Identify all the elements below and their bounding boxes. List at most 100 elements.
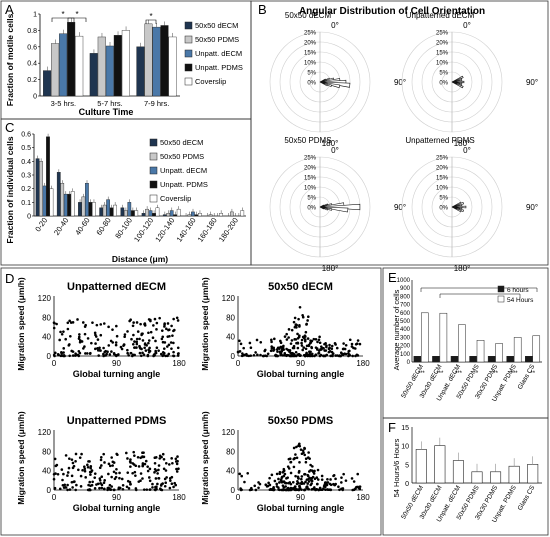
scatter-point xyxy=(165,461,168,465)
scatter-point xyxy=(60,468,64,471)
polar-ring-label: 15% xyxy=(436,51,449,57)
x-tick-label: 0-20 xyxy=(33,216,49,233)
scatter-point xyxy=(103,479,106,482)
polar-ring-label: 0% xyxy=(439,206,448,212)
scatter-point xyxy=(97,354,101,357)
y-tick-label: 0.8 xyxy=(27,28,37,35)
scatter-point xyxy=(296,332,299,336)
scatter-point xyxy=(292,320,296,324)
scatter-point xyxy=(172,317,175,321)
scatter-point xyxy=(100,464,103,467)
scatter-point xyxy=(287,488,291,492)
x-tick-label: 0 xyxy=(236,359,241,368)
legend-label: 50x50 dECM xyxy=(195,21,238,30)
scatter-point xyxy=(109,488,113,491)
y-tick-label: 0.4 xyxy=(27,61,37,68)
scatter-point xyxy=(95,323,99,327)
x-tick-label: 0 xyxy=(52,493,57,502)
bar xyxy=(43,70,52,97)
scatter-point xyxy=(326,488,330,492)
scatter-point xyxy=(107,325,110,329)
scatter-point xyxy=(297,317,300,321)
scatter-point xyxy=(283,351,287,355)
panel-f-letter: F xyxy=(388,420,396,435)
scatter-point xyxy=(160,337,164,341)
scatter-point xyxy=(337,485,340,489)
y-tick-label: 0.2 xyxy=(27,77,37,84)
scatter-point xyxy=(68,488,72,491)
scatter-point xyxy=(310,346,314,350)
bar xyxy=(152,213,156,217)
polar-ring-label: 25% xyxy=(304,156,317,162)
panel-c-letter: C xyxy=(5,120,14,135)
scatter-point xyxy=(121,483,125,487)
polar-wedge xyxy=(451,81,464,89)
x-tick-label: 180 xyxy=(172,493,186,502)
scatter-point xyxy=(133,470,137,474)
scatter-point xyxy=(88,488,91,491)
scatter-point xyxy=(300,475,304,478)
scatter-point xyxy=(300,344,304,347)
scatter-point xyxy=(167,343,171,347)
bar xyxy=(487,356,496,363)
scatter-point xyxy=(165,476,168,479)
scatter-point xyxy=(116,353,119,357)
bar xyxy=(123,210,128,217)
bar xyxy=(198,213,202,217)
scatter-point xyxy=(94,342,97,345)
scatter-point xyxy=(176,455,179,458)
scatter-point xyxy=(307,354,311,358)
scatter-point xyxy=(142,488,146,491)
scatter-point xyxy=(74,452,78,456)
scatter-point xyxy=(89,466,92,470)
scatter-point xyxy=(107,344,111,347)
polar-wedge xyxy=(319,206,325,210)
scatter-point xyxy=(308,457,311,460)
bar xyxy=(97,36,106,97)
scatter-title: 50x50 dECM xyxy=(268,281,333,293)
scatter-point xyxy=(58,338,61,342)
scatter-point xyxy=(329,488,333,492)
x-tick-label: 40-60 xyxy=(73,216,91,237)
scatter-point xyxy=(62,347,66,350)
bar xyxy=(413,356,422,363)
y-tick-label: 0.6 xyxy=(21,132,31,139)
y-tick-label: 15 xyxy=(401,425,409,432)
y-tick-label: 0 xyxy=(407,360,411,366)
scatter-point xyxy=(296,481,300,485)
scatter-point xyxy=(96,349,100,352)
scatter-point xyxy=(142,451,145,454)
scatter-point xyxy=(93,476,97,479)
scatter-point xyxy=(137,480,141,483)
scatter-point xyxy=(83,467,87,471)
scatter-point xyxy=(328,343,331,347)
scatter-point xyxy=(297,352,301,356)
scatter-point xyxy=(153,317,157,321)
scatter-point xyxy=(258,482,262,486)
scatter-point xyxy=(263,349,267,353)
scatter-point xyxy=(268,483,272,487)
polar-ring-label: 5% xyxy=(307,71,316,77)
scatter-point xyxy=(295,456,299,460)
y-tick-label: 100 xyxy=(400,352,411,358)
scatter-point xyxy=(238,472,242,476)
scatter-point xyxy=(83,332,87,336)
scatter-point xyxy=(107,462,111,466)
scatter-point xyxy=(272,485,275,489)
y-tick-label: 0 xyxy=(27,214,31,221)
scatter-point xyxy=(295,323,298,327)
x-tick-label: 3-5 hrs. xyxy=(51,99,76,108)
scatter-point xyxy=(174,483,178,487)
bar xyxy=(525,356,533,363)
bar xyxy=(162,214,167,217)
bar xyxy=(434,445,446,484)
scatter-point xyxy=(172,485,175,489)
scatter-point xyxy=(143,462,147,466)
scatter-point xyxy=(110,350,113,353)
scatter-point xyxy=(107,472,110,476)
scatter-point xyxy=(300,480,304,484)
scatter-point xyxy=(294,338,298,341)
scatter-point xyxy=(151,482,154,486)
bar xyxy=(92,202,96,217)
scatter-point xyxy=(94,347,97,351)
